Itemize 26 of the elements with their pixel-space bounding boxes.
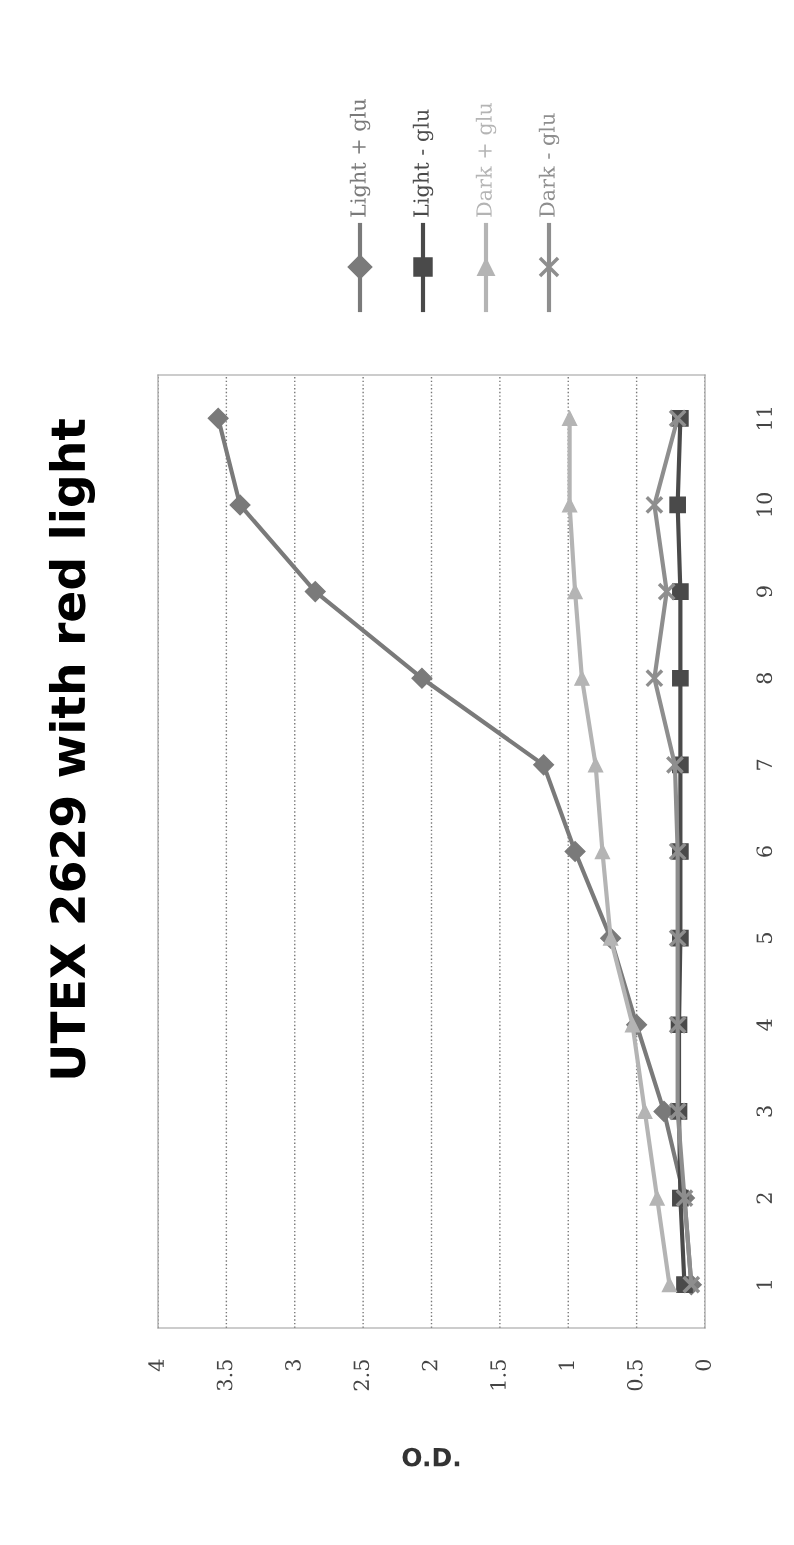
y-tick-label: 11 — [756, 408, 772, 430]
x-tick-label: 2.5 — [353, 1360, 370, 1391]
y-tick-label: 9 — [756, 586, 773, 597]
y-tick-label: 7 — [756, 759, 772, 770]
text: Light + glu — [349, 99, 371, 217]
y-tick-label: 5 — [756, 933, 773, 943]
text: Dark - glu — [538, 113, 560, 217]
x-tick-label: 0.5 — [626, 1360, 643, 1391]
y-tick-label: 8 — [756, 673, 773, 684]
x-tick-label: 0 — [695, 1359, 712, 1371]
x-tick-label: 4 — [148, 1359, 164, 1372]
y-tick-label: 4 — [756, 1019, 772, 1031]
y-tick-label: 3 — [756, 1106, 773, 1117]
y-tick-label: 6 — [756, 846, 773, 857]
x-tick-label: 3 — [285, 1360, 301, 1371]
y-tick-label: 2 — [756, 1193, 772, 1204]
x-tick-label: 1 — [558, 1361, 574, 1370]
text: UTEX 2629 with red light — [48, 419, 96, 1078]
y-tick-label: 10 — [756, 493, 773, 516]
x-tick-label: 3.5 — [216, 1360, 233, 1391]
x-tick-label: 2 — [421, 1360, 438, 1371]
y-tick-label: 1 — [756, 1281, 772, 1289]
x-tick-label: 1.5 — [490, 1360, 506, 1390]
x-axis-title: O.D. — [402, 1447, 460, 1467]
text: Light - glu — [412, 109, 434, 217]
text: Dark + glu — [475, 102, 497, 217]
